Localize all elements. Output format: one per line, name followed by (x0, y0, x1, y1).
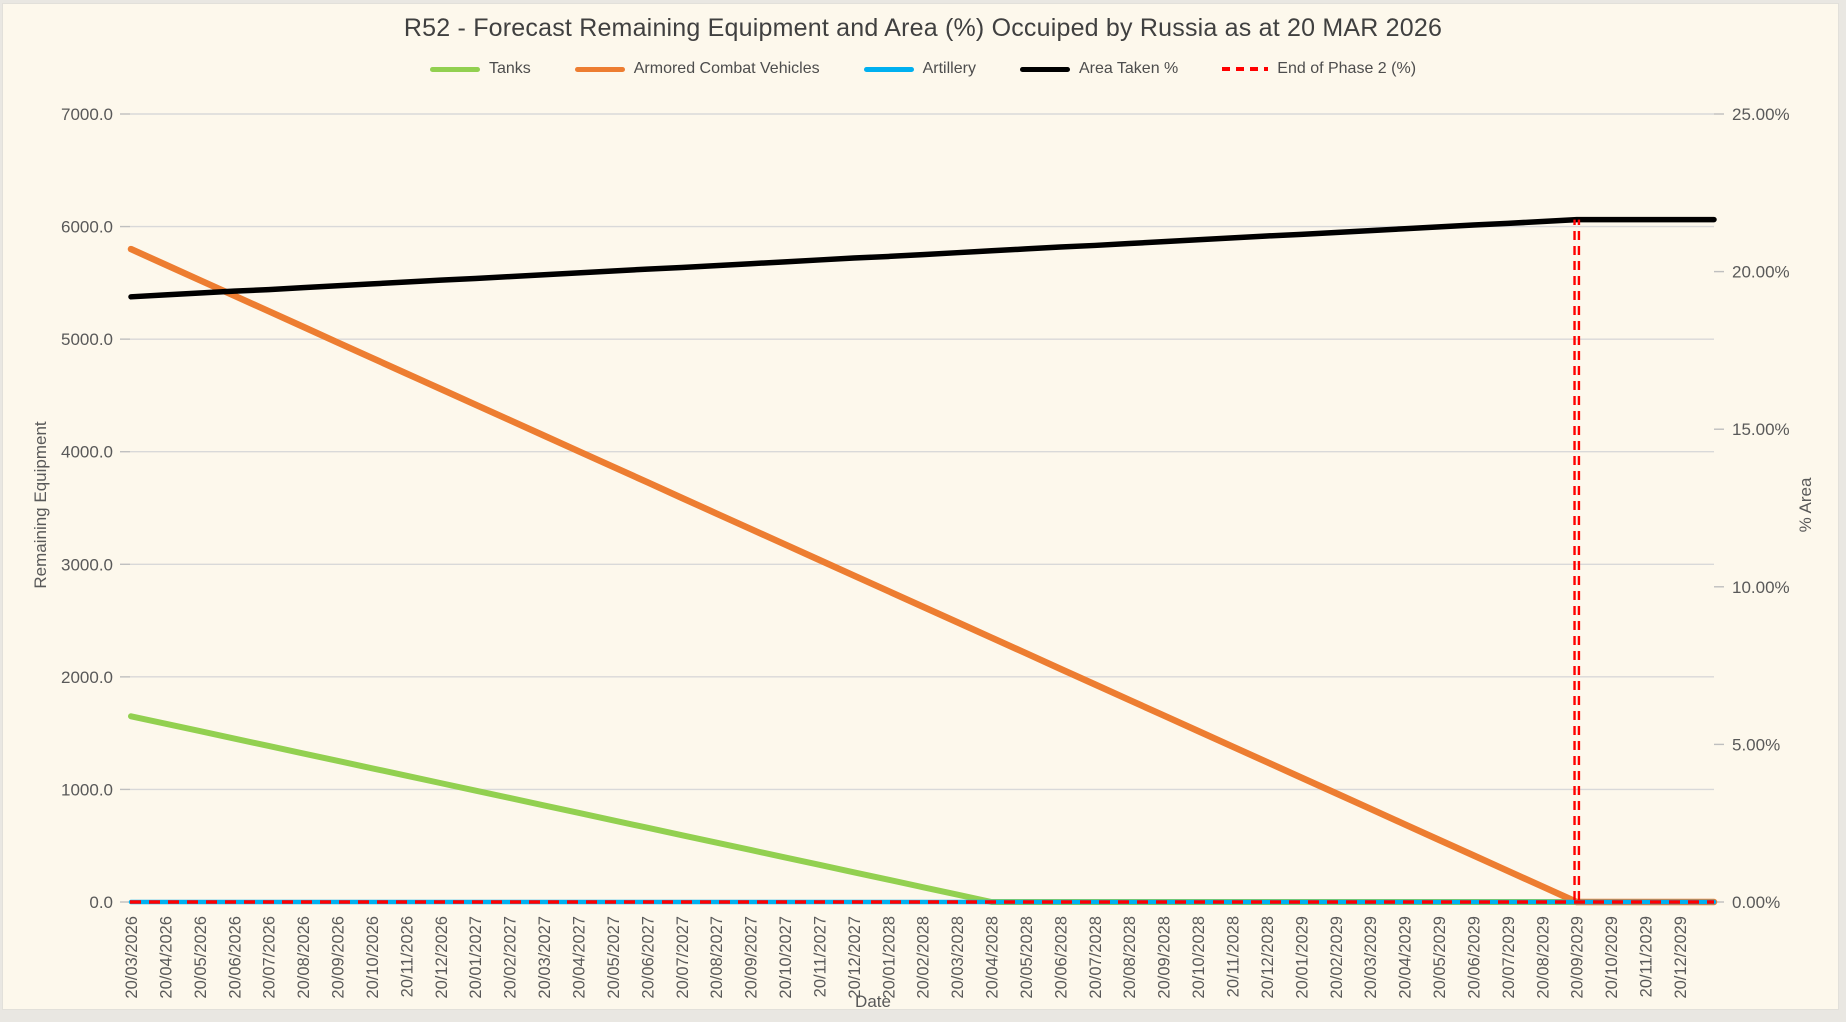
x-axis-date-label: 20/02/2029 (1328, 916, 1346, 999)
x-axis-date-label: 20/12/2029 (1672, 916, 1690, 999)
x-axis-date-label: 20/04/2026 (157, 916, 175, 999)
x-axis-date-label: 20/12/2027 (846, 916, 864, 999)
x-axis-date-label: 20/01/2027 (467, 916, 485, 999)
x-axis-date-label: 20/09/2028 (1156, 916, 1174, 999)
legend-swatch-icon (574, 66, 625, 72)
x-axis-date-label: 20/09/2027 (743, 916, 761, 999)
right-axis-tick-label: 5.00% (1732, 735, 1780, 754)
x-axis-date-label: 20/01/2028 (880, 916, 898, 999)
left-axis-tick-label: 0.0 (89, 893, 113, 912)
x-axis-date-label: 20/03/2027 (536, 916, 554, 999)
legend-item-area-taken-: Area Taken % (1019, 60, 1179, 78)
chart-legend: Tanks Armored Combat Vehicles Artillery Are… (0, 60, 1846, 78)
x-axis-date-label: 20/06/2029 (1465, 916, 1483, 999)
x-axis-date-label: 20/05/2029 (1431, 916, 1449, 999)
series-line-tanks (128, 713, 1717, 905)
x-axis-date-label: 20/10/2029 (1603, 916, 1621, 999)
left-axis-tick-label: 6000.0 (61, 218, 113, 237)
right-axis-tick-label: 25.00% (1732, 105, 1790, 124)
x-axis-date-label: 20/10/2026 (364, 916, 382, 999)
x-axis-date-label: 20/12/2028 (1259, 916, 1277, 999)
right-axis-tick-label: 0.00% (1732, 893, 1780, 912)
legend-item-armored-combat-vehicles: Armored Combat Vehicles (574, 60, 820, 78)
legend-item-artillery: Artillery (863, 60, 976, 78)
x-axis-date-label: 20/11/2028 (1225, 916, 1243, 997)
left-axis-tick-label: 5000.0 (61, 330, 113, 349)
legend-label: Area Taken % (1078, 60, 1179, 77)
x-axis-date-label: 20/03/2029 (1362, 916, 1380, 999)
x-axis-date-label: 20/08/2028 (1121, 916, 1139, 999)
x-axis-date-label: 20/02/2028 (915, 916, 933, 999)
legend-label: Armored Combat Vehicles (633, 60, 820, 77)
x-axis-date-label: 20/06/2027 (639, 916, 657, 999)
right-axis-tick-label: 20.00% (1732, 263, 1790, 282)
right-axis-tick-label: 10.00% (1732, 578, 1790, 597)
x-axis-date-label: 20/07/2028 (1087, 916, 1105, 999)
legend-item-end-of-phase-2-: End of Phase 2 (%) (1222, 60, 1416, 78)
x-axis-date-label: 20/09/2029 (1569, 916, 1587, 999)
legend-label: End of Phase 2 (%) (1277, 60, 1417, 77)
legend-label: Artillery (922, 60, 976, 77)
x-axis-date-label: 20/04/2028 (984, 916, 1002, 999)
left-axis-tick-label: 3000.0 (61, 555, 113, 574)
x-axis-date-label: 20/05/2026 (192, 916, 210, 999)
legend-swatch-icon (429, 66, 480, 72)
x-axis-date-label: 20/03/2026 (123, 916, 141, 999)
series-line-area-taken- (128, 216, 1717, 300)
left-axis-tick-label: 4000.0 (61, 443, 113, 462)
x-axis-date-label: 20/05/2028 (1018, 916, 1036, 999)
x-axis-date-label: 20/04/2027 (570, 916, 588, 999)
series-line-armored-combat-vehicles (127, 245, 1718, 906)
x-axis-title: Date (855, 992, 891, 1011)
x-axis-date-label: 20/11/2027 (811, 916, 829, 997)
x-axis-date-label: 20/07/2027 (674, 916, 692, 999)
x-axis-date-label: 20/09/2026 (330, 916, 348, 999)
legend-item-tanks: Tanks (429, 60, 531, 78)
x-axis-date-label: 20/10/2027 (777, 916, 795, 999)
chart-surface (2, 3, 1839, 1010)
legend-swatch-icon (1019, 66, 1070, 72)
x-axis-date-label: 20/07/2026 (261, 916, 279, 999)
x-axis-date-label: 20/02/2027 (502, 916, 520, 999)
x-axis-date-label: 20/11/2026 (398, 916, 416, 997)
x-axis-date-label: 20/11/2029 (1638, 916, 1656, 997)
legend-swatch-icon (1222, 67, 1269, 71)
x-axis-date-label: 20/03/2028 (949, 916, 967, 999)
x-axis-date-label: 20/05/2027 (605, 916, 623, 999)
x-axis-date-label: 20/01/2029 (1293, 916, 1311, 999)
x-axis-date-label: 20/08/2029 (1534, 916, 1552, 999)
legend-swatch-icon (863, 66, 914, 72)
legend-label: Tanks (488, 60, 531, 77)
left-axis-tick-label: 1000.0 (61, 780, 113, 799)
right-axis-tick-label: 15.00% (1732, 420, 1790, 439)
x-axis-date-label: 20/06/2028 (1052, 916, 1070, 999)
x-axis-date-label: 20/08/2026 (295, 916, 313, 999)
chart-title: R52 - Forecast Remaining Equipment and A… (403, 14, 1443, 42)
left-axis-tick-label: 7000.0 (61, 105, 113, 124)
x-axis-date-label: 20/04/2029 (1397, 916, 1415, 999)
x-axis-date-label: 20/06/2026 (226, 916, 244, 999)
x-axis-date-label: 20/12/2026 (433, 916, 451, 999)
left-axis-tick-label: 2000.0 (61, 668, 113, 687)
x-axis-date-label: 20/08/2027 (708, 916, 726, 999)
x-axis-date-label: 20/07/2029 (1500, 916, 1518, 999)
x-axis-date-label: 20/10/2028 (1190, 916, 1208, 999)
